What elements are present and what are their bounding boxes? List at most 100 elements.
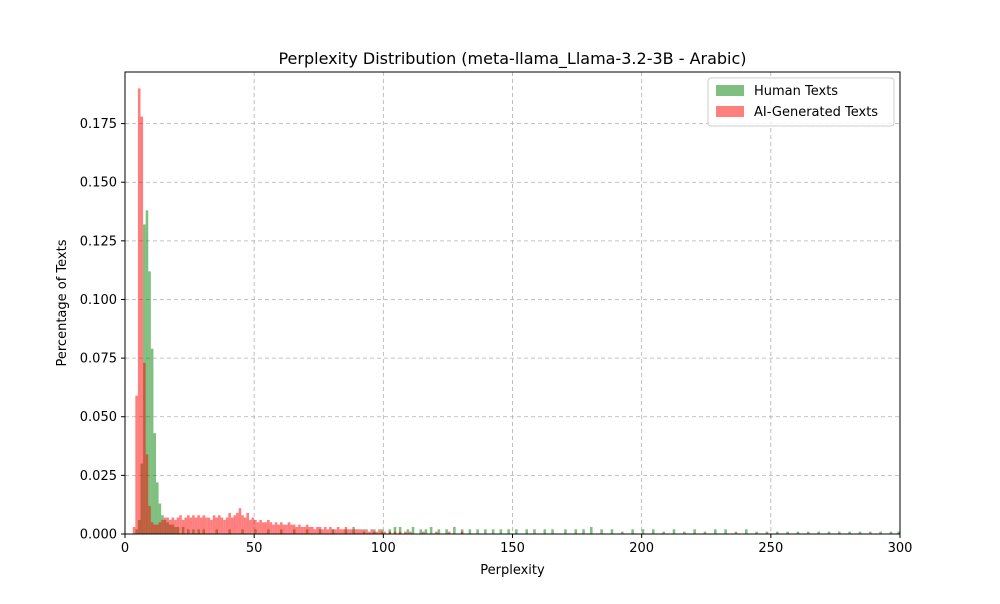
legend-swatch-human xyxy=(716,85,744,96)
bar-ai xyxy=(249,519,252,534)
bar-human xyxy=(600,529,603,534)
bar-ai xyxy=(380,531,384,534)
bar-ai xyxy=(367,531,371,534)
bar-ai xyxy=(375,531,379,534)
bar-ai xyxy=(156,524,159,534)
bar-human xyxy=(484,529,487,534)
bar-ai xyxy=(342,529,345,534)
legend-label-human: Human Texts xyxy=(754,84,838,99)
bar-ai xyxy=(158,522,162,534)
bar-ai xyxy=(243,517,247,534)
bar-ai xyxy=(264,522,268,534)
bar-ai xyxy=(145,454,149,534)
legend-label-ai: AI-Generated Texts xyxy=(754,105,878,120)
bar-ai xyxy=(460,531,464,534)
bar-ai xyxy=(132,526,136,534)
bar-human xyxy=(714,529,717,534)
bar-ai xyxy=(148,505,151,534)
bar-ai xyxy=(220,517,224,534)
bar-ai xyxy=(199,517,203,534)
bar-ai xyxy=(168,519,172,534)
x-tick-label: 100 xyxy=(371,541,396,556)
bar-ai xyxy=(210,519,213,534)
bar-ai xyxy=(336,526,340,534)
bar-ai xyxy=(187,515,190,534)
bar-ai xyxy=(236,512,239,534)
bar-human xyxy=(755,531,758,534)
bar-human xyxy=(499,529,503,534)
bar-human xyxy=(429,526,433,534)
bars-layer xyxy=(132,88,900,534)
bar-human xyxy=(362,529,366,534)
bar-human xyxy=(453,526,456,534)
bar-human xyxy=(807,531,810,534)
bar-human xyxy=(533,529,536,534)
bar-human xyxy=(373,529,376,534)
bar-human xyxy=(158,503,162,534)
bar-ai xyxy=(383,531,386,534)
bar-ai xyxy=(192,515,195,534)
bar-ai xyxy=(323,526,327,534)
bar-ai xyxy=(393,531,397,534)
bar-human xyxy=(879,531,882,534)
bar-ai xyxy=(316,526,319,534)
bar-ai xyxy=(277,524,280,534)
bar-ai xyxy=(223,519,226,534)
bar-ai xyxy=(285,524,288,534)
bar-human xyxy=(476,529,479,534)
bar-ai xyxy=(179,515,182,534)
bar-ai xyxy=(357,529,361,534)
y-tick-label: 0.125 xyxy=(80,234,117,249)
bar-ai xyxy=(334,529,337,534)
bar-human xyxy=(380,529,384,534)
bar-ai xyxy=(241,515,244,534)
bar-ai xyxy=(261,522,265,534)
bar-human xyxy=(148,271,151,534)
bar-ai xyxy=(404,531,407,534)
bar-human xyxy=(419,529,423,534)
bar-ai xyxy=(230,517,234,534)
bar-ai xyxy=(280,522,283,534)
bar-ai xyxy=(331,529,335,534)
bar-ai xyxy=(176,517,180,534)
x-axis-label: Perplexity xyxy=(480,563,545,578)
y-tick-label: 0.025 xyxy=(80,469,117,484)
bar-ai xyxy=(274,522,278,534)
bar-human xyxy=(848,531,851,534)
y-axis-label: Percentage of Texts xyxy=(55,239,70,366)
bar-ai xyxy=(298,524,301,534)
bar-ai xyxy=(202,515,206,534)
bar-human xyxy=(724,529,727,534)
bar-human xyxy=(551,529,554,534)
bar-human xyxy=(838,531,841,534)
bar-ai xyxy=(354,529,358,534)
bar-human xyxy=(765,531,769,534)
bar-human xyxy=(156,482,159,534)
bar-ai xyxy=(290,524,293,534)
bar-human xyxy=(437,529,441,534)
bar-human xyxy=(564,529,567,534)
bar-ai xyxy=(388,531,392,534)
bar-ai xyxy=(370,529,373,534)
bar-human xyxy=(574,529,578,534)
bar-ai xyxy=(228,512,231,534)
bar-ai xyxy=(137,88,141,534)
x-tick-label: 50 xyxy=(246,541,263,556)
bar-human xyxy=(515,529,518,534)
bar-human xyxy=(869,531,872,534)
bar-human xyxy=(827,531,831,534)
bar-human xyxy=(796,531,800,534)
x-tick-label: 0 xyxy=(121,541,129,556)
bar-human xyxy=(621,531,624,534)
bar-ai xyxy=(153,524,156,534)
bar-ai xyxy=(207,517,211,534)
bar-ai xyxy=(398,531,402,534)
bar-human xyxy=(631,529,634,534)
bar-ai xyxy=(166,517,169,534)
bar-ai xyxy=(409,531,412,534)
bar-human xyxy=(388,529,392,534)
bar-ai xyxy=(259,519,262,534)
bar-human xyxy=(734,531,738,534)
bar-ai xyxy=(362,531,366,534)
